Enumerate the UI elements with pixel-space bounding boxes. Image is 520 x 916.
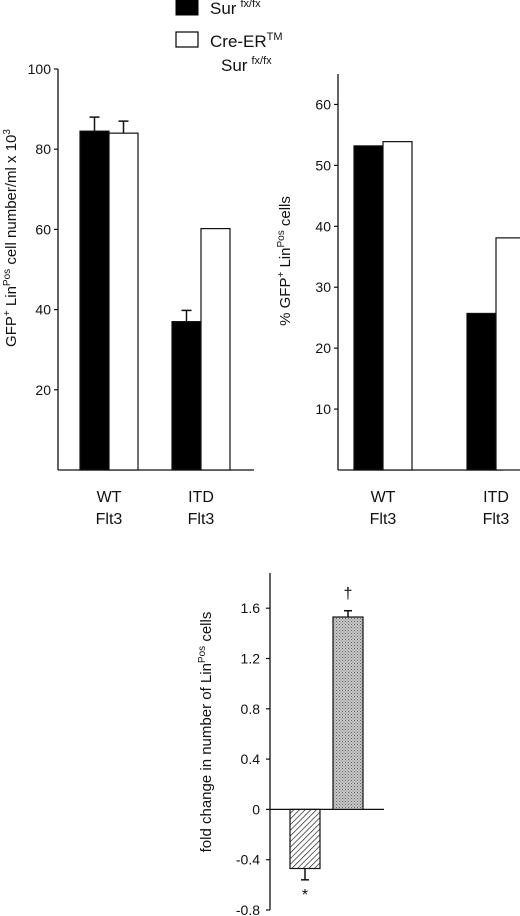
significance-marker: * [302,887,308,904]
bar [79,130,110,471]
y-tick-label: 10 [315,401,331,417]
y-tick-label: 100 [28,61,52,77]
y-tick-label: 1.2 [241,651,261,667]
bar [200,227,231,471]
y-tick-label: 30 [315,279,331,295]
legend-label-sur: Sur fx/fx [210,0,261,18]
y-tick-label: -0.4 [236,852,260,868]
legend-label-sur-2: Sur fx/fx [221,55,272,75]
legend-swatch-sur [175,0,199,16]
chart-cell-number: GFP+ LinPos cell number/ml x 103 20 40 60 8… [2,61,254,528]
x-tick-label: WT [97,489,122,506]
y-tick-label: 40 [35,302,51,318]
chart-fold-change: fold change in number of LinPos cells -0… [197,573,384,916]
bar [108,132,139,471]
significance-marker: † [344,586,353,603]
y-tick-label: 0.8 [241,701,261,717]
bar [332,616,364,811]
chart3-ylabel: fold change in number of LinPos cells [197,612,215,853]
x-tick-label: WT [371,489,396,506]
bar [353,145,384,471]
y-tick-label: 1.6 [241,600,261,616]
y-tick-label: 0.4 [241,751,261,767]
bar [495,237,520,471]
bar [289,808,321,870]
y-tick-label: 60 [315,96,331,112]
x-tick-label: Flt3 [96,511,123,528]
legend: Sur fx/fx Cre-ERTM Sur fx/fx [175,0,283,75]
bar [171,321,202,471]
chart-percent-gfp: % GFP+ LinPos cells 10 20 30 40 50 60 WT Flt3 IT… [276,74,520,528]
legend-swatch-cre-er [175,31,199,48]
y-tick-label: 20 [315,340,331,356]
chart2-ylabel: % GFP+ LinPos cells [276,196,294,326]
y-tick-label: 0 [252,801,260,817]
chart1-ylabel: GFP+ LinPos cell number/ml x 103 [2,129,20,347]
legend-label-cre-er: Cre-ERTM [210,31,283,51]
y-tick-label: 80 [35,141,51,157]
x-tick-label: ITD [483,489,509,506]
y-tick-label: 20 [35,382,51,398]
x-tick-label: Flt3 [483,511,510,528]
x-tick-label: Flt3 [370,511,397,528]
y-tick-label: -0.8 [236,902,260,916]
bar [466,312,497,471]
y-tick-label: 40 [315,218,331,234]
y-tick-label: 60 [35,221,51,237]
bar [382,141,413,471]
y-tick-label: 50 [315,157,331,173]
x-tick-label: Flt3 [188,511,215,528]
x-tick-label: ITD [188,489,214,506]
